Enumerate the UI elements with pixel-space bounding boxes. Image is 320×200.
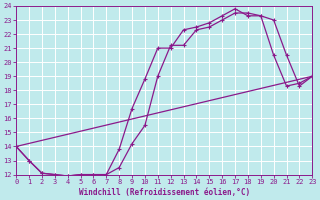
X-axis label: Windchill (Refroidissement éolien,°C): Windchill (Refroidissement éolien,°C) [79, 188, 250, 197]
